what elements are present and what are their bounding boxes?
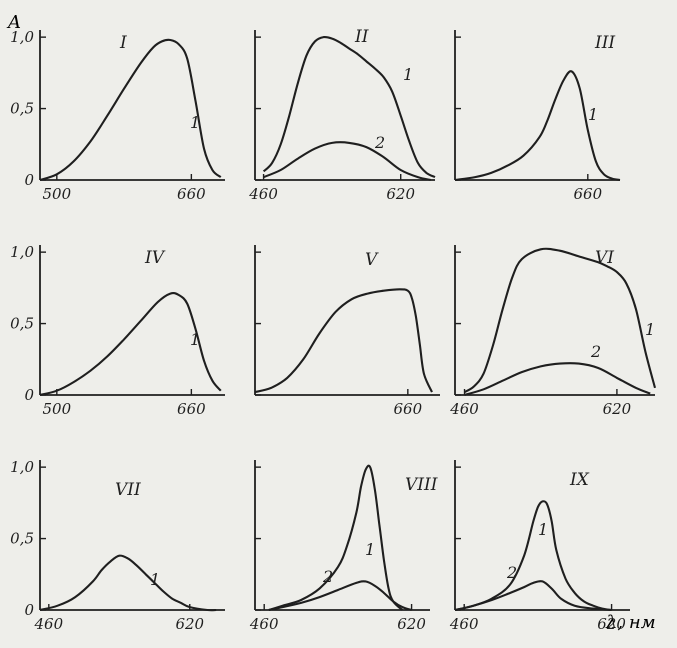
curve-label-1: 1: [538, 520, 548, 539]
series-line-1: [454, 70, 621, 182]
y-tick-label: 0: [24, 386, 34, 404]
series-line-2: [454, 580, 612, 612]
y-tick-label: 1,0: [10, 458, 34, 476]
x-tick-label: 660: [573, 185, 602, 203]
curve-label-1: 1: [645, 320, 655, 339]
x-tick-label: 620: [386, 185, 415, 203]
x-tick-label: 460: [449, 615, 479, 633]
series-line-2: [268, 580, 412, 612]
x-tick-label: 460: [33, 615, 63, 633]
series-line-1: [39, 292, 222, 397]
panel-ix: 460 620 1 2 IX: [449, 460, 630, 633]
curve-label-1: 1: [150, 570, 160, 589]
panel-label: V: [365, 250, 379, 270]
series-line-1: [454, 500, 612, 612]
series-line-1: [39, 554, 217, 612]
series-line-1: [39, 38, 222, 181]
curve-label-1: 1: [190, 113, 200, 132]
x-tick-label: 460: [248, 185, 278, 203]
series-line-2: [263, 141, 431, 182]
x-axis-label: λ, нм: [605, 612, 656, 633]
curve-label-2: 2: [322, 567, 333, 586]
x-tick-label: 660: [177, 185, 206, 203]
panel-label: I: [119, 33, 127, 53]
curve-label-1: 1: [588, 105, 598, 124]
curve-label-2: 2: [374, 133, 385, 152]
curve-label-2: 2: [506, 563, 517, 582]
x-tick-label: 620: [603, 400, 632, 418]
x-tick-label: 500: [42, 400, 71, 418]
curve-label-1: 1: [403, 65, 413, 84]
panel-vii: 0 0,5 1,0 460 620 1 VII: [10, 458, 225, 633]
panel-ii: 460 620 1 2 II: [248, 27, 436, 203]
panel-iii: 660 1 III: [454, 30, 621, 203]
x-tick-label: 460: [249, 615, 279, 633]
x-tick-label: 620: [175, 615, 204, 633]
x-tick-label: 460: [449, 400, 479, 418]
series-line-1: [268, 464, 404, 612]
y-tick-label: 1,0: [10, 243, 34, 261]
panel-label: VIII: [405, 475, 438, 495]
panel-label: IX: [569, 470, 590, 490]
series-line-1: [463, 247, 657, 394]
panel-viii: 460 620 1 2 VIII: [249, 460, 438, 633]
series-line-1: [262, 35, 436, 179]
panel-label: II: [354, 27, 369, 47]
y-tick-label: 0: [24, 171, 34, 189]
x-tick-label: 660: [177, 400, 206, 418]
y-tick-label: 0,5: [10, 530, 34, 548]
y-tick-label: 0,5: [10, 100, 34, 118]
y-tick-label: 0: [24, 601, 34, 619]
series-line-2: [464, 362, 651, 397]
x-tick-label: 620: [397, 615, 426, 633]
curve-label-1: 1: [190, 330, 200, 349]
y-axis-symbol: A: [6, 12, 21, 33]
panel-label: III: [594, 33, 615, 53]
panel-label: IV: [144, 248, 166, 268]
x-tick-label: 620: [597, 615, 626, 633]
panel-label: VI: [595, 248, 614, 268]
series-line-1: [254, 288, 433, 394]
curve-label-1: 1: [365, 540, 375, 559]
curve-label-2: 2: [590, 342, 601, 361]
x-tick-label: 500: [42, 185, 71, 203]
x-tick-label: 660: [394, 400, 423, 418]
y-tick-label: 1,0: [10, 28, 34, 46]
panel-label: VII: [115, 480, 141, 500]
panel-v: 660 V: [254, 245, 440, 418]
y-tick-label: 0,5: [10, 315, 34, 333]
panel-iv: 0 0,5 1,0 500 660 1 IV: [10, 243, 225, 418]
panel-vi: 460 620 1 2 VI: [449, 245, 657, 418]
panels: 0 0,5 1,0 500 660 1 I 460 620 1 2 II 660 1 III 0 0,5 1,0 5…: [10, 27, 657, 633]
panel-i: 0 0,5 1,0 500 660 1 I: [10, 28, 225, 203]
